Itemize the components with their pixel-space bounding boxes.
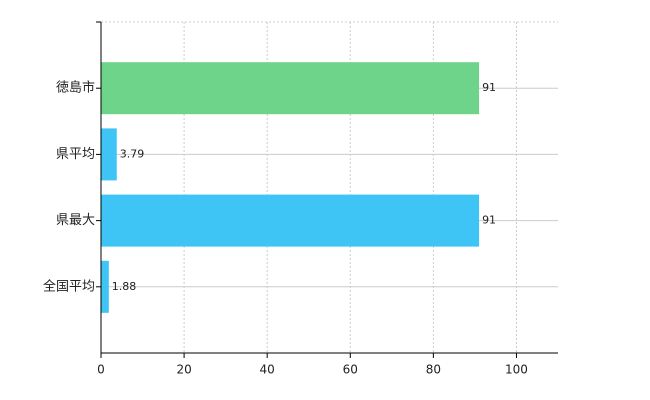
x-tick-label: 0 <box>97 363 105 377</box>
bar <box>101 194 480 247</box>
data-label: 91 <box>482 214 496 227</box>
bar <box>101 128 117 181</box>
data-label: 3.79 <box>120 147 145 160</box>
x-tick-label: 20 <box>176 363 191 377</box>
x-tick-label: 40 <box>260 363 275 377</box>
bar <box>101 260 109 313</box>
bar <box>101 62 480 115</box>
y-tick-label: 全国平均 <box>43 278 95 294</box>
data-label: 1.88 <box>112 280 137 293</box>
data-label: 91 <box>482 81 496 94</box>
x-tick-label: 60 <box>343 363 358 377</box>
y-tick-label: 徳島市 <box>56 80 95 96</box>
x-tick-label: 100 <box>505 363 528 377</box>
y-tick-label: 県平均 <box>56 147 95 162</box>
x-tick-label: 80 <box>426 363 441 377</box>
y-tick-label: 県最大 <box>56 213 95 228</box>
